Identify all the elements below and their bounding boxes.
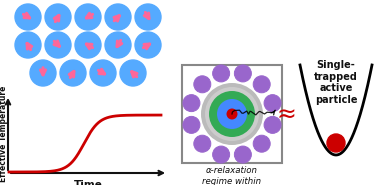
Circle shape: [183, 95, 200, 112]
Circle shape: [30, 60, 56, 86]
Circle shape: [226, 108, 237, 120]
Circle shape: [194, 135, 211, 152]
Circle shape: [253, 135, 270, 152]
Circle shape: [15, 32, 41, 58]
Circle shape: [135, 4, 161, 30]
Circle shape: [213, 65, 229, 82]
Text: Single-
trapped
active
particle: Single- trapped active particle: [314, 60, 358, 105]
Circle shape: [253, 76, 270, 93]
Circle shape: [194, 76, 211, 93]
Circle shape: [45, 4, 71, 30]
Circle shape: [75, 32, 101, 58]
Circle shape: [90, 60, 116, 86]
Circle shape: [209, 91, 255, 137]
Text: α-relaxation
regime within
mode-coupling
theory: α-relaxation regime within mode-coupling…: [200, 166, 264, 185]
Circle shape: [105, 32, 131, 58]
Circle shape: [213, 146, 229, 163]
Circle shape: [264, 116, 281, 133]
Circle shape: [205, 87, 259, 141]
Text: $\approx$: $\approx$: [272, 101, 296, 125]
Circle shape: [234, 65, 251, 82]
Circle shape: [105, 4, 131, 30]
Circle shape: [15, 4, 41, 30]
Circle shape: [327, 134, 345, 152]
Circle shape: [217, 99, 247, 129]
Circle shape: [75, 4, 101, 30]
Circle shape: [135, 32, 161, 58]
Bar: [182, 65, 282, 163]
Circle shape: [60, 60, 86, 86]
Text: Effective Temperature: Effective Temperature: [0, 86, 8, 182]
Circle shape: [45, 32, 71, 58]
Circle shape: [120, 60, 146, 86]
Circle shape: [183, 116, 200, 133]
Circle shape: [264, 95, 281, 112]
Text: Time: Time: [74, 180, 102, 185]
Circle shape: [201, 83, 263, 145]
Circle shape: [234, 146, 251, 163]
